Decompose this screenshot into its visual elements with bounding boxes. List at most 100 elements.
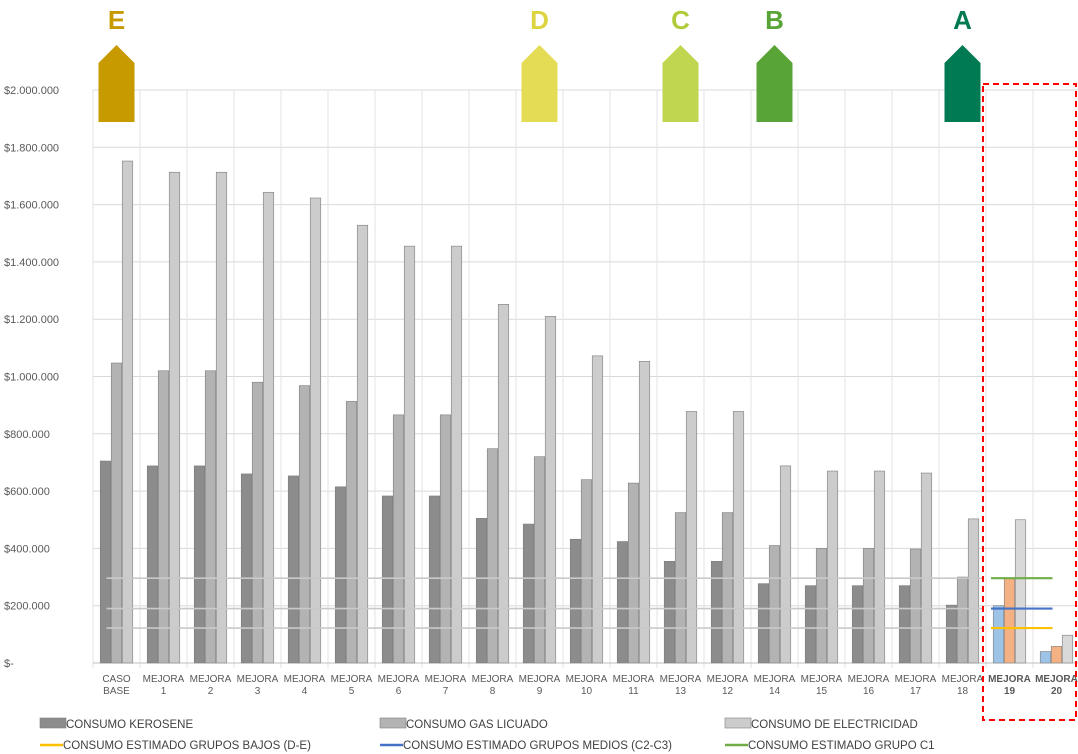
bar-0-18 xyxy=(945,604,958,664)
x-tick-label: 7 xyxy=(443,686,449,697)
bar-2-14 xyxy=(779,465,792,664)
bar-2-18 xyxy=(967,518,980,664)
y-tick-label: $1.600.000 xyxy=(4,200,59,212)
bar-1-5 xyxy=(345,401,358,664)
bar-2-20 xyxy=(1061,634,1074,664)
bar-1-19 xyxy=(1003,578,1016,664)
bar-0-5 xyxy=(334,486,347,664)
bar-1-17 xyxy=(909,548,922,664)
x-tick-label: 19 xyxy=(1004,686,1016,697)
x-tick-label: MEJORA xyxy=(942,674,984,685)
x-tick-label: 6 xyxy=(396,686,402,697)
legend-label: CONSUMO ESTIMADO GRUPOS MEDIOS (C2-C3) xyxy=(403,740,672,752)
x-tick-label: MEJORA xyxy=(848,674,890,685)
bar-1-14 xyxy=(768,545,781,664)
x-tick-label: 17 xyxy=(910,686,922,697)
bar-2-10 xyxy=(591,355,604,664)
x-tick-label: 11 xyxy=(628,686,639,697)
x-tick-label: 12 xyxy=(722,686,734,697)
x-tick-label: MEJORA xyxy=(1035,674,1078,685)
x-tick-label: 15 xyxy=(816,686,828,697)
highlight-box xyxy=(982,83,1077,721)
bar-1-3 xyxy=(251,381,264,664)
grade-arrow-a xyxy=(944,45,981,122)
bar-0-0 xyxy=(99,460,112,664)
bar-2-3 xyxy=(262,191,275,664)
grade-arrow-e xyxy=(98,45,135,122)
bar-1-13 xyxy=(721,512,734,664)
x-tick-label: MEJORA xyxy=(801,674,843,685)
x-tick-label: 14 xyxy=(769,686,781,697)
bar-0-3 xyxy=(240,473,253,664)
grade-letter-e: E xyxy=(108,5,125,35)
bar-1-4 xyxy=(298,385,311,664)
bar-2-1 xyxy=(168,171,181,664)
x-tick-label: MEJORA xyxy=(707,674,749,685)
bar-0-16 xyxy=(851,585,864,664)
bar-2-2 xyxy=(215,171,228,664)
x-tick-label: MEJORA xyxy=(472,674,514,685)
y-tick-label: $600.000 xyxy=(4,486,50,498)
bar-0-7 xyxy=(428,495,441,664)
bar-2-8 xyxy=(497,303,510,664)
bar-0-6 xyxy=(381,495,394,664)
bar-1-7 xyxy=(439,414,452,664)
bar-0-15 xyxy=(804,585,817,664)
bar-2-13 xyxy=(732,411,745,664)
y-tick-label: $1.400.000 xyxy=(4,257,59,269)
x-tick-label: MEJORA xyxy=(613,674,655,685)
bar-0-8 xyxy=(475,518,488,664)
x-tick-label: 20 xyxy=(1051,686,1063,697)
bar-0-12 xyxy=(663,560,676,664)
bar-1-18 xyxy=(956,576,969,664)
x-tick-label: 4 xyxy=(302,686,308,697)
x-tick-label: MEJORA xyxy=(566,674,608,685)
x-tick-label: BASE xyxy=(103,686,130,697)
bar-0-14 xyxy=(757,583,770,664)
legend-label: CONSUMO GAS LICUADO xyxy=(406,719,548,731)
x-tick-label: 1 xyxy=(161,686,167,697)
y-tick-label: $200.000 xyxy=(4,601,50,613)
bar-2-6 xyxy=(403,245,416,664)
bar-1-16 xyxy=(862,548,875,664)
legend-label: CONSUMO DE ELECTRICIDAD xyxy=(751,719,918,731)
x-tick-label: 8 xyxy=(490,686,496,697)
x-tick-label: 2 xyxy=(208,686,214,697)
grade-letter-d: D xyxy=(530,5,549,35)
y-tick-label: $1.000.000 xyxy=(4,372,59,384)
bar-2-17 xyxy=(920,472,933,664)
x-tick-label: MEJORA xyxy=(284,674,326,685)
bar-1-8 xyxy=(486,448,499,664)
x-tick-label: 9 xyxy=(537,686,543,697)
grade-arrow-b xyxy=(756,45,793,122)
bar-1-6 xyxy=(392,414,405,664)
legend-swatch-bar xyxy=(724,717,752,729)
x-tick-label: CASO xyxy=(102,674,131,685)
bar-1-11 xyxy=(627,482,640,664)
bar-1-9 xyxy=(533,456,546,664)
y-tick-label: $1.800.000 xyxy=(4,142,59,154)
x-tick-label: MEJORA xyxy=(331,674,373,685)
bar-2-11 xyxy=(638,361,651,664)
bar-0-10 xyxy=(569,538,582,664)
legend-label: CONSUMO ESTIMADO GRUPOS BAJOS (D-E) xyxy=(63,740,311,752)
bar-0-9 xyxy=(522,523,535,664)
x-tick-label: MEJORA xyxy=(143,674,185,685)
x-tick-label: MEJORA xyxy=(190,674,232,685)
bar-2-0 xyxy=(121,160,134,664)
bar-1-1 xyxy=(157,370,170,664)
bar-1-2 xyxy=(204,370,217,664)
x-tick-label: MEJORA xyxy=(988,674,1031,685)
x-tick-label: 3 xyxy=(255,686,261,697)
x-tick-label: 18 xyxy=(957,686,969,697)
bar-0-1 xyxy=(146,465,159,664)
x-tick-label: MEJORA xyxy=(895,674,937,685)
grade-letter-a: A xyxy=(953,5,972,35)
grade-arrow-c xyxy=(662,45,699,122)
bar-0-19 xyxy=(992,605,1005,664)
bar-2-7 xyxy=(450,245,463,664)
x-tick-label: 5 xyxy=(349,686,355,697)
bar-2-16 xyxy=(873,470,886,664)
